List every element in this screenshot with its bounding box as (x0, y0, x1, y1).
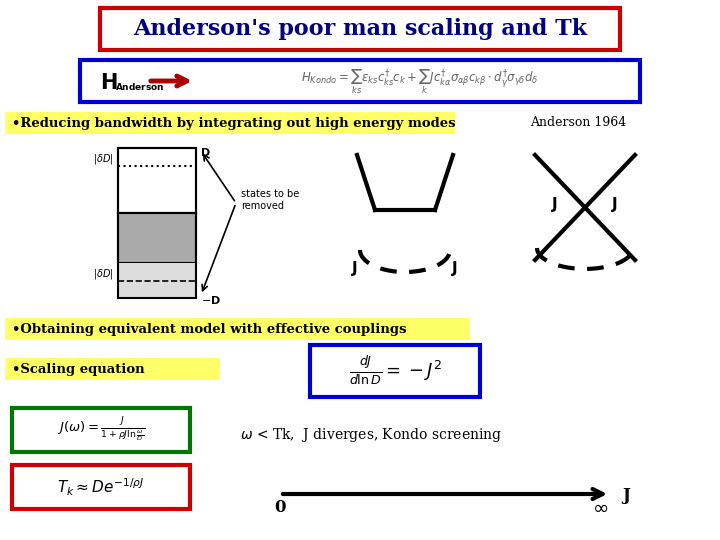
Text: $H_{Kondo}=\sum_{ks}\epsilon_{ks}c^{\dagger}_{ks}c_k+\sum_k Jc^{\dagger}_{k\alph: $H_{Kondo}=\sum_{ks}\epsilon_{ks}c^{\dag… (301, 67, 539, 97)
Bar (100, 8, 620, 50)
Text: 0: 0 (274, 500, 286, 516)
Text: states to be
removed: states to be removed (241, 189, 300, 211)
Text: $\mathbf{Anderson}$: $\mathbf{Anderson}$ (115, 82, 165, 92)
Bar (118, 148, 196, 213)
Bar (118, 148, 196, 298)
Text: J: J (622, 488, 630, 504)
Text: J: J (552, 198, 558, 213)
Text: J: J (612, 198, 618, 213)
Text: $\omega$ < Tk,  J diverges, Kondo screening: $\omega$ < Tk, J diverges, Kondo screeni… (240, 426, 502, 444)
Text: $\frac{dJ}{d\ln D} = -J^2$: $\frac{dJ}{d\ln D} = -J^2$ (348, 355, 441, 387)
Text: •Obtaining equivalent model with effective couplings: •Obtaining equivalent model with effecti… (12, 322, 407, 335)
Bar (310, 345, 480, 397)
Text: $|\delta D|$: $|\delta D|$ (94, 267, 114, 281)
Bar (12, 408, 190, 452)
Bar (118, 263, 196, 298)
Text: J: J (352, 260, 358, 275)
Text: •Reducing bandwidth by integrating out high energy modes: •Reducing bandwidth by integrating out h… (12, 117, 456, 130)
Bar (12, 465, 190, 509)
Text: $J(\omega) = \frac{J}{1+\rho J\ln\frac{\omega}{D}}$: $J(\omega) = \frac{J}{1+\rho J\ln\frac{\… (57, 416, 145, 444)
Text: Anderson 1964: Anderson 1964 (530, 117, 626, 130)
Bar (5, 112, 455, 134)
Bar (5, 318, 470, 340)
Text: D: D (201, 148, 210, 158)
Bar (118, 213, 196, 263)
Text: J: J (452, 260, 458, 275)
Text: $\infty$: $\infty$ (592, 499, 608, 517)
Text: $|\delta D|$: $|\delta D|$ (94, 152, 114, 166)
Text: $-$D: $-$D (201, 294, 221, 306)
Bar (80, 60, 640, 102)
Text: Anderson's poor man scaling and Tk: Anderson's poor man scaling and Tk (133, 18, 587, 40)
Text: •Scaling equation: •Scaling equation (12, 362, 145, 375)
Text: $\mathbf{H}$: $\mathbf{H}$ (100, 73, 117, 93)
Text: $T_k \approx De^{-1/\rho J}$: $T_k \approx De^{-1/\rho J}$ (58, 476, 145, 498)
Bar (5, 358, 220, 380)
